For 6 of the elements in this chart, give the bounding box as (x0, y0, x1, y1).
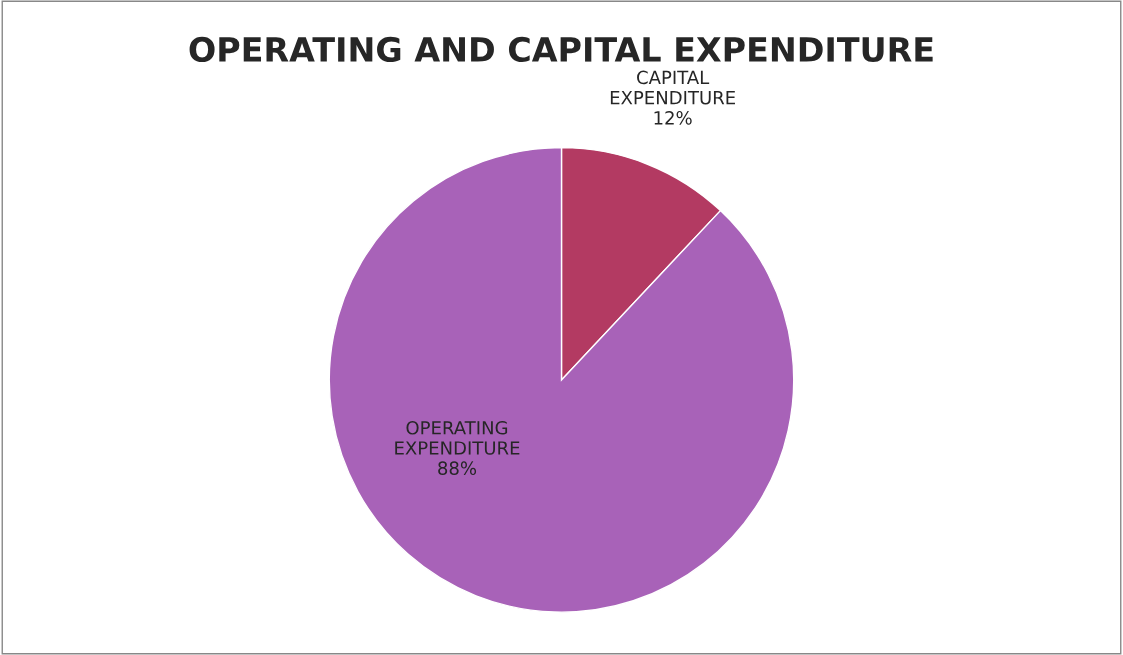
slice-label: CAPITAL EXPENDITURE (610, 70, 735, 105)
pie-slice (328, 146, 795, 613)
chart-title: OPERATING AND CAPITAL EXPENDITURE (189, 36, 933, 63)
data-label: 88% (438, 461, 477, 476)
slice-label: OPERATING EXPENDITURE (395, 420, 520, 455)
data-label: 12% (654, 111, 692, 125)
